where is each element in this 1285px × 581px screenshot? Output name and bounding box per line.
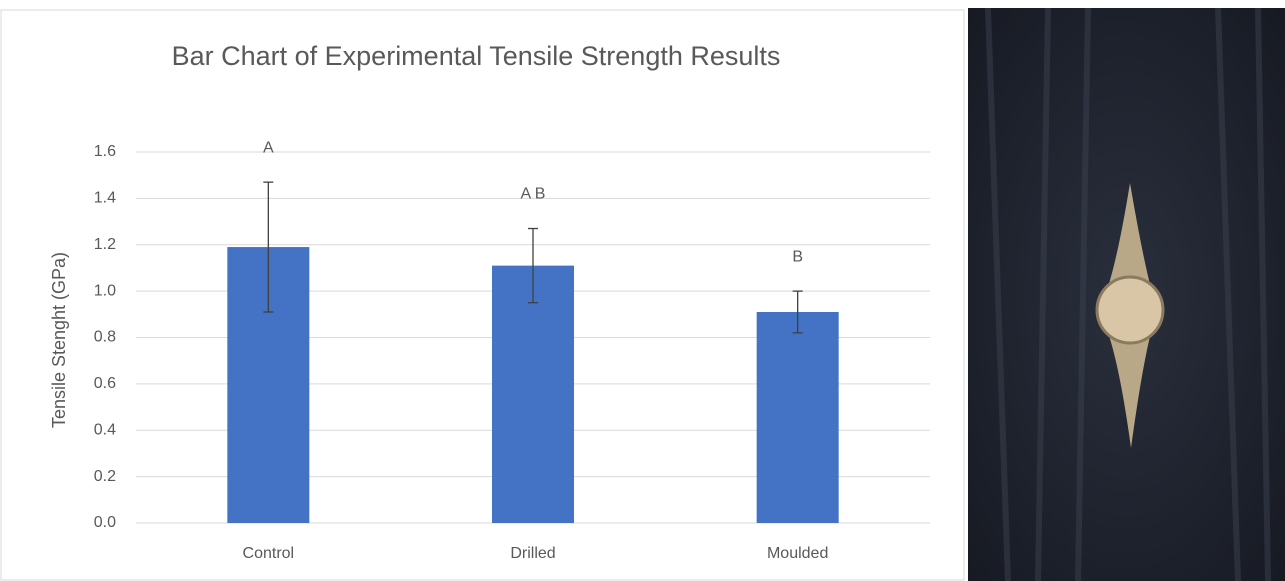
y-tick-label: 1.0 xyxy=(94,282,116,299)
y-tick-label: 0.6 xyxy=(94,375,116,392)
x-tick-label: Moulded xyxy=(767,545,828,562)
y-tick-label: 1.4 xyxy=(94,190,116,207)
page: Tensile Stenght (GPa) 0.0 0.2 0.4 0.6 0.8 1.0… xyxy=(0,0,1285,581)
chart: Tensile Stenght (GPa) 0.0 0.2 0.4 0.6 0.8 1.0… xyxy=(0,0,966,581)
x-tick-label: Drilled xyxy=(510,545,555,562)
x-tick-label: Control xyxy=(243,545,295,562)
y-tick-label: 1.6 xyxy=(94,143,116,160)
bar xyxy=(492,266,574,523)
chart-title: Bar Chart of Experimental Tensile Streng… xyxy=(150,34,802,78)
y-tick-label: 0.8 xyxy=(94,329,116,346)
bar xyxy=(757,312,839,523)
y-tick-label: 0.0 xyxy=(94,514,116,531)
y-tick-label: 0.4 xyxy=(94,421,116,438)
y-tick-label: 0.2 xyxy=(94,468,116,485)
annotation: B xyxy=(792,248,803,265)
annotation: A B xyxy=(521,186,546,203)
y-tick-label: 1.2 xyxy=(94,236,116,253)
photo xyxy=(968,8,1285,581)
y-axis-label: Tensile Stenght (GPa) xyxy=(49,252,69,428)
annotation: A xyxy=(263,139,274,156)
